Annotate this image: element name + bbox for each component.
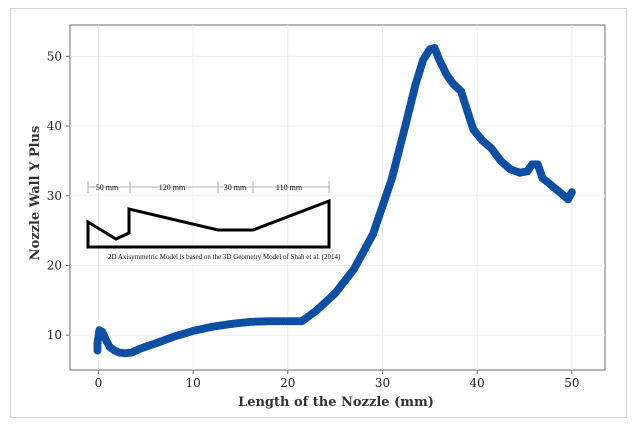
grid [70,25,605,370]
inset-caption: 2D Axisymmetric Model is based on the 3D… [108,253,341,261]
y-tick-label: 20 [47,258,62,272]
y-tick-label: 10 [47,328,62,342]
dimension-line [87,181,330,193]
y-tick-label: 50 [47,49,62,63]
y-axis-label: Nozzle Wall Y Plus [28,126,43,261]
nozzle-profile [86,198,331,249]
plot-area [69,24,606,371]
x-axis-label: Length of the Nozzle (mm) [238,395,434,410]
axis-ticks: 0 10 20 30 40 50 10 20 30 40 50 [47,49,580,390]
dimension-label-120: 120 mm [159,183,186,192]
x-tick-label: 50 [564,376,579,390]
x-tick-label: 20 [280,376,295,390]
dimension-label-30: 30 mm [224,183,247,192]
y-tick-label: 40 [47,119,62,133]
x-tick-label: 10 [185,376,200,390]
data-points [93,44,576,358]
dimension-label-110: 110 mm [276,183,303,192]
dimension-label-50: 50 mm [96,183,119,192]
y-tick-label: 30 [47,189,62,203]
x-tick-label: 0 [95,376,103,390]
x-tick-label: 40 [470,376,485,390]
nozzle-geometry-inset: 50 mm 120 mm 30 mm 110 mm 2D Axisymmetri… [86,181,341,261]
x-tick-label: 30 [375,376,390,390]
data-point [567,188,576,197]
